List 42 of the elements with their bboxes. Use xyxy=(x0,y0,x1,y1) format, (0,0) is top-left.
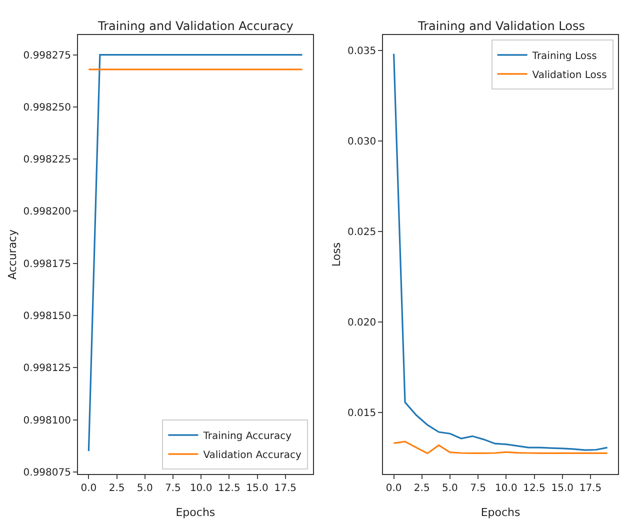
y-tick-label: 0.998150 xyxy=(23,311,71,322)
y-tick-label: 0.025 xyxy=(347,227,376,238)
y-tick-label: 0.030 xyxy=(347,136,376,148)
chart-title: Training and Validation Loss xyxy=(417,19,585,33)
y-tick-label: 0.998200 xyxy=(23,206,71,218)
y-tick-label: 0.998125 xyxy=(23,363,71,374)
x-tick-label: 2.5 xyxy=(414,483,430,494)
x-tick-label: 0.0 xyxy=(386,483,402,494)
x-tick-label: 0.0 xyxy=(80,483,97,494)
x-tick-label: 5.0 xyxy=(136,483,153,494)
x-tick-label: 10.0 xyxy=(495,483,518,494)
x-axis-title: Epochs xyxy=(480,506,521,520)
y-tick-label: 0.998175 xyxy=(23,258,71,270)
chart-title: Training and Validation Accuracy xyxy=(97,19,294,33)
line-series xyxy=(392,53,608,451)
y-tick-label: 0.035 xyxy=(347,46,376,58)
legend-label: Training Accuracy xyxy=(202,431,292,442)
y-tick-label: 0.015 xyxy=(347,408,376,420)
x-tick-label: 17.5 xyxy=(274,483,296,494)
x-tick-label: 2.5 xyxy=(108,483,125,494)
y-tick-label: 0.998075 xyxy=(23,467,71,478)
legend-label: Validation Accuracy xyxy=(203,450,302,462)
y-tick-label: 0.998250 xyxy=(23,102,71,114)
y-tick-label: 0.020 xyxy=(347,318,376,329)
legend-label: Training Loss xyxy=(531,50,597,62)
y-tick-label: 0.998225 xyxy=(23,154,71,166)
y-axis-title: Accuracy xyxy=(6,228,19,280)
y-tick-label: 0.998100 xyxy=(23,415,71,426)
x-tick-label: 10.0 xyxy=(190,483,212,494)
x-axis-title: Epochs xyxy=(176,506,216,520)
x-tick-label: 17.5 xyxy=(579,483,602,494)
x-tick-label: 7.5 xyxy=(165,483,181,494)
x-tick-label: 5.0 xyxy=(442,483,458,494)
x-tick-label: 15.0 xyxy=(551,483,574,494)
x-tick-label: 7.5 xyxy=(470,483,486,494)
y-tick-label: 0.998275 xyxy=(23,50,71,62)
line-series xyxy=(392,440,608,454)
x-tick-label: 15.0 xyxy=(246,483,268,494)
y-axis-title: Loss xyxy=(330,242,344,267)
legend-label: Validation Loss xyxy=(532,70,607,81)
x-tick-label: 12.5 xyxy=(218,483,240,494)
x-tick-label: 12.5 xyxy=(523,483,546,494)
